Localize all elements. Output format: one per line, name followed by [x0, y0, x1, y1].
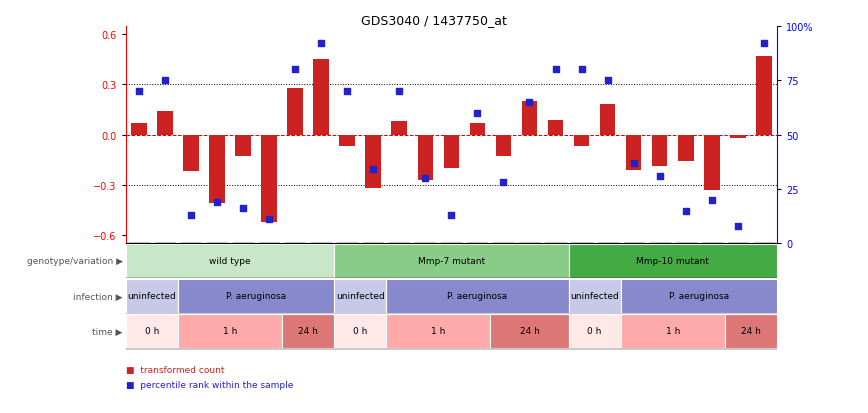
Bar — [470, 123, 485, 135]
Text: uninfected: uninfected — [570, 291, 619, 300]
Point — [288, 67, 302, 74]
Text: P. aeruginosa: P. aeruginosa — [668, 291, 729, 300]
Bar — [131, 123, 147, 135]
Text: Mmp-7 mutant: Mmp-7 mutant — [418, 256, 485, 265]
Point — [601, 78, 615, 84]
Bar — [522, 102, 537, 135]
Bar — [334, 244, 569, 278]
Point — [262, 216, 276, 223]
Bar — [282, 315, 334, 348]
Bar — [569, 244, 777, 278]
Text: GDS3040 / 1437750_at: GDS3040 / 1437750_at — [361, 14, 507, 27]
Text: P. aeruginosa: P. aeruginosa — [226, 291, 286, 300]
Bar — [391, 122, 407, 135]
Point — [653, 173, 667, 180]
Bar — [126, 280, 178, 313]
Text: time ▶: time ▶ — [92, 327, 122, 336]
Bar — [334, 315, 386, 348]
Text: 1 h: 1 h — [223, 326, 237, 335]
Point — [731, 223, 745, 230]
Point — [340, 89, 354, 95]
Point — [444, 212, 458, 219]
Bar — [496, 135, 511, 157]
Bar — [365, 135, 381, 189]
Bar — [418, 135, 433, 180]
Bar — [313, 60, 329, 135]
Text: 1 h: 1 h — [666, 326, 680, 335]
Bar — [334, 280, 386, 313]
Text: ■  transformed count: ■ transformed count — [126, 366, 224, 375]
Bar — [157, 112, 173, 135]
Text: genotype/variation ▶: genotype/variation ▶ — [27, 257, 122, 266]
Bar — [730, 135, 746, 139]
Text: 0 h: 0 h — [145, 326, 159, 335]
Text: Mmp-10 mutant: Mmp-10 mutant — [636, 256, 709, 265]
Bar — [386, 280, 569, 313]
Bar — [287, 88, 303, 135]
Text: 1 h: 1 h — [431, 326, 445, 335]
Text: 0 h: 0 h — [353, 326, 367, 335]
Bar — [444, 135, 459, 169]
Bar — [126, 315, 178, 348]
Bar — [621, 280, 777, 313]
Text: uninfected: uninfected — [128, 291, 176, 300]
Bar — [626, 135, 641, 170]
Text: 24 h: 24 h — [520, 326, 539, 335]
Point — [523, 100, 536, 106]
Bar — [183, 135, 199, 172]
Text: 0 h: 0 h — [588, 326, 602, 335]
Point — [470, 110, 484, 117]
Point — [184, 212, 198, 219]
Bar — [386, 315, 490, 348]
Point — [496, 180, 510, 186]
Point — [757, 41, 771, 47]
Bar — [725, 315, 777, 348]
Point — [705, 197, 719, 204]
Text: ■  percentile rank within the sample: ■ percentile rank within the sample — [126, 380, 293, 389]
Point — [158, 78, 172, 84]
Text: P. aeruginosa: P. aeruginosa — [447, 291, 508, 300]
Text: 24 h: 24 h — [741, 326, 760, 335]
Bar — [756, 57, 772, 135]
Point — [132, 89, 146, 95]
Bar — [235, 135, 251, 157]
Point — [314, 41, 328, 47]
Bar — [178, 280, 334, 313]
Point — [366, 166, 380, 173]
Bar — [548, 120, 563, 135]
Bar — [339, 135, 355, 147]
Bar — [569, 315, 621, 348]
Bar — [621, 315, 725, 348]
Text: 24 h: 24 h — [299, 326, 318, 335]
Point — [575, 67, 589, 74]
Bar — [652, 135, 667, 167]
Bar — [678, 135, 694, 162]
Point — [236, 206, 250, 212]
Bar — [261, 135, 277, 222]
Bar — [178, 315, 282, 348]
Point — [679, 208, 693, 214]
Bar — [209, 135, 225, 204]
Bar — [126, 244, 334, 278]
Point — [392, 89, 406, 95]
Point — [210, 199, 224, 206]
Bar — [600, 105, 615, 135]
Text: uninfected: uninfected — [336, 291, 385, 300]
Bar — [574, 135, 589, 147]
Text: infection ▶: infection ▶ — [73, 292, 122, 301]
Bar — [490, 315, 569, 348]
Bar — [569, 280, 621, 313]
Text: wild type: wild type — [209, 256, 251, 265]
Point — [549, 67, 562, 74]
Point — [627, 160, 641, 167]
Bar — [704, 135, 720, 190]
Point — [418, 175, 432, 182]
